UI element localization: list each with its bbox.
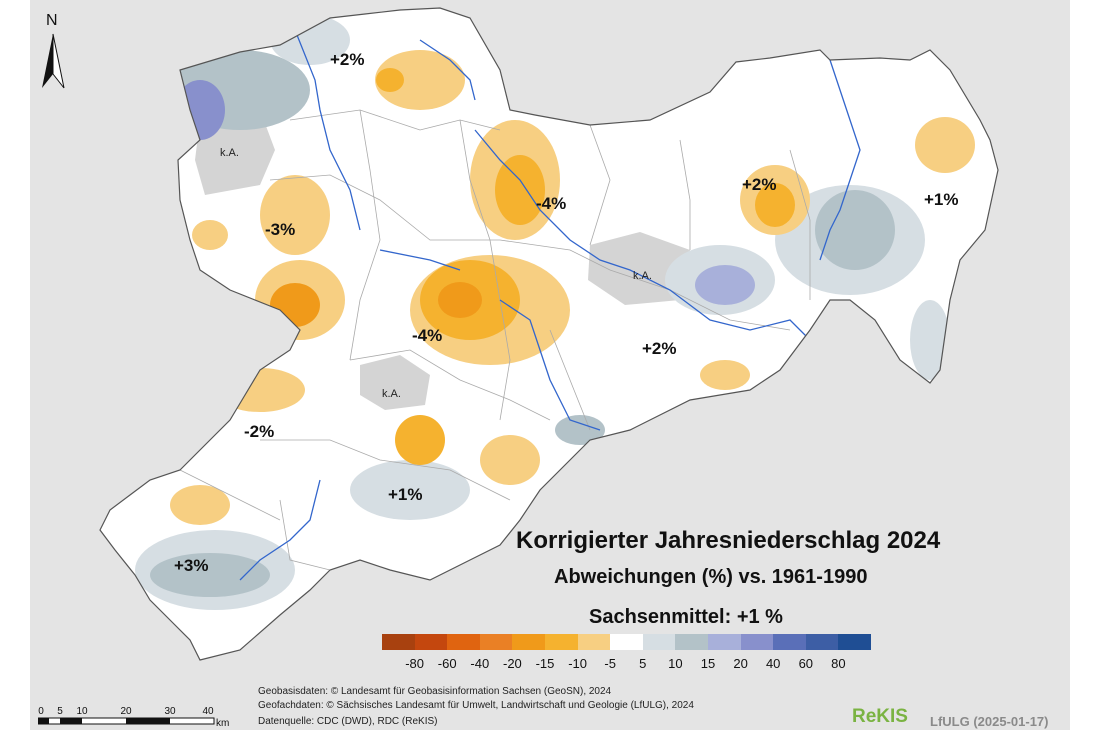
legend-tick-label: 20 (733, 656, 748, 671)
anomaly-area (150, 553, 270, 597)
legend-tick-label: -40 (470, 656, 490, 671)
district-boundaries (179, 109, 811, 571)
anomaly-area (438, 282, 482, 318)
scale-tick: 5 (57, 706, 63, 717)
north-label: N (46, 12, 58, 29)
legend-tick-label: 15 (700, 656, 716, 671)
credit-geofach: Geofachdaten: © Sächsisches Landesamt fü… (258, 700, 694, 711)
anomaly-area (695, 265, 755, 305)
label-center-north: -4% (536, 194, 567, 213)
anomaly-area (910, 300, 950, 380)
legend-tick-label: 10 (668, 656, 683, 671)
color-legend (382, 634, 871, 650)
map-frame: +2% -3% -4% -4% +2% +1% +2% -2% +1% +3% … (30, 0, 1070, 730)
label-center-east: +2% (642, 339, 677, 358)
scale-tick: 10 (76, 706, 88, 717)
legend-swatch (707, 634, 741, 650)
scale-tick: 0 (38, 706, 44, 717)
legend-tick-label: 80 (831, 656, 846, 671)
legend-swatch (675, 634, 708, 650)
legend-swatch (740, 634, 774, 650)
no-data-label-east: k.A. (633, 270, 652, 282)
label-east: +1% (924, 190, 959, 209)
legend-tick-label: -80 (405, 656, 424, 671)
legend-swatch (838, 634, 871, 650)
legend-tick-label: -60 (437, 656, 457, 671)
anomaly-area (260, 175, 330, 255)
label-southwest: -2% (244, 422, 275, 441)
anomaly-area (350, 460, 470, 520)
rivers (239, 29, 861, 581)
label-east-upper: +2% (742, 175, 777, 194)
legend-tick-label: 60 (798, 656, 814, 671)
map-title: Korrigierter Jahresniederschlag 2024 (516, 527, 941, 554)
no-data-label-nw: k.A. (220, 147, 239, 159)
anomaly-area (270, 283, 320, 327)
rekis-logo: ReKIS (852, 706, 908, 727)
legend-tick-label: -10 (568, 656, 587, 671)
anomaly-area (915, 117, 975, 173)
anomaly-area (376, 68, 404, 92)
legend-swatch (642, 634, 676, 650)
legend-tick-label: -20 (502, 656, 522, 671)
anomaly-area (395, 415, 445, 465)
legend-swatch (382, 634, 415, 650)
anomaly-area (480, 435, 540, 485)
label-west: -3% (265, 220, 296, 239)
legend-swatch (479, 634, 513, 650)
label-center: -4% (412, 326, 443, 345)
legend-swatch (544, 634, 578, 650)
state-mean: Sachsenmittel: +1 % (589, 606, 783, 628)
anomaly-area (495, 155, 545, 225)
anomaly-area (755, 183, 795, 227)
anomaly-area (700, 360, 750, 390)
scale-tick: 30 (164, 706, 176, 717)
legend-swatch (773, 634, 806, 650)
label-nw-top: +2% (330, 50, 365, 69)
anomaly-area (375, 50, 465, 110)
anomaly-area (215, 368, 305, 412)
legend-swatch (577, 634, 611, 650)
credit-source: Datenquelle: CDC (DWD), RDC (ReKIS) (258, 716, 438, 727)
legend-swatch (512, 634, 545, 650)
anomaly-area (192, 220, 228, 250)
legend-tick-label: 5 (639, 656, 647, 671)
legend-tick-label: -5 (604, 656, 616, 671)
legend-swatch (414, 634, 448, 650)
anomaly-area (175, 80, 225, 140)
saxony-map (99, 7, 999, 661)
label-south: +1% (388, 485, 423, 504)
map-subtitle: Abweichungen (%) vs. 1961-1990 (554, 566, 868, 588)
saxony-outline (99, 7, 999, 661)
legend-tick-label: -15 (535, 656, 555, 671)
legend-swatch (805, 634, 839, 650)
scale-tick: 20 (120, 706, 132, 717)
legend-swatch (610, 634, 643, 650)
credit-geobasis: Geobasisdaten: © Landesamt für Geobasisi… (258, 686, 612, 697)
scale-unit: km (216, 718, 230, 729)
scale-bar (38, 717, 215, 725)
legend-tick-label: 40 (765, 656, 781, 671)
scale-tick: 40 (202, 706, 214, 717)
anomaly-area (170, 485, 230, 525)
no-data-area-center (360, 355, 430, 410)
anomaly-area (555, 415, 605, 445)
lfulg-label: LfULG (2025-01-17) (930, 714, 1049, 729)
label-vogtland: +3% (174, 556, 209, 575)
north-arrow-icon (42, 33, 65, 89)
no-data-label-center: k.A. (382, 388, 401, 400)
legend-swatch (447, 634, 480, 650)
anomaly-area (815, 190, 895, 270)
